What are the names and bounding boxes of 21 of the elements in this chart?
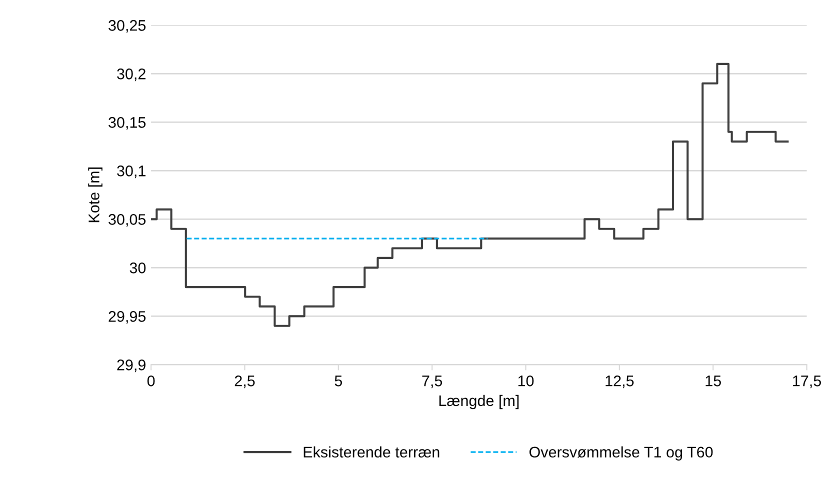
legend-label: Oversvømmelse T1 og T60 xyxy=(529,446,713,461)
y-axis-title: Kote [m] xyxy=(88,168,102,222)
y-tick-label: 30,25 xyxy=(108,20,146,33)
x-tick-label: 10 xyxy=(518,375,534,386)
y-tick-label: 29,9 xyxy=(117,360,146,372)
x-tick-label: 2,5 xyxy=(234,375,255,388)
x-tick-label: 7,5 xyxy=(422,376,442,388)
x-axis-title: Længde [m] xyxy=(439,394,519,410)
x-tick-label: 5 xyxy=(334,376,342,386)
y-tick-label: 29,95 xyxy=(108,311,146,324)
y-tick-label: 30,15 xyxy=(108,117,146,130)
x-tick-label: 12,5 xyxy=(606,375,634,388)
legend-label: Eksisterende terræn xyxy=(304,446,440,458)
x-tick-label: 15 xyxy=(706,376,721,386)
y-tick-label: 30 xyxy=(130,262,146,274)
y-tick-label: 30,05 xyxy=(108,214,146,227)
x-tick-label: 0 xyxy=(147,375,155,386)
y-tick-label: 30,2 xyxy=(117,68,146,82)
line-series xyxy=(151,62,789,327)
y-tick-label: 30,1 xyxy=(117,166,146,178)
x-tick-label: 17,5 xyxy=(793,376,821,388)
